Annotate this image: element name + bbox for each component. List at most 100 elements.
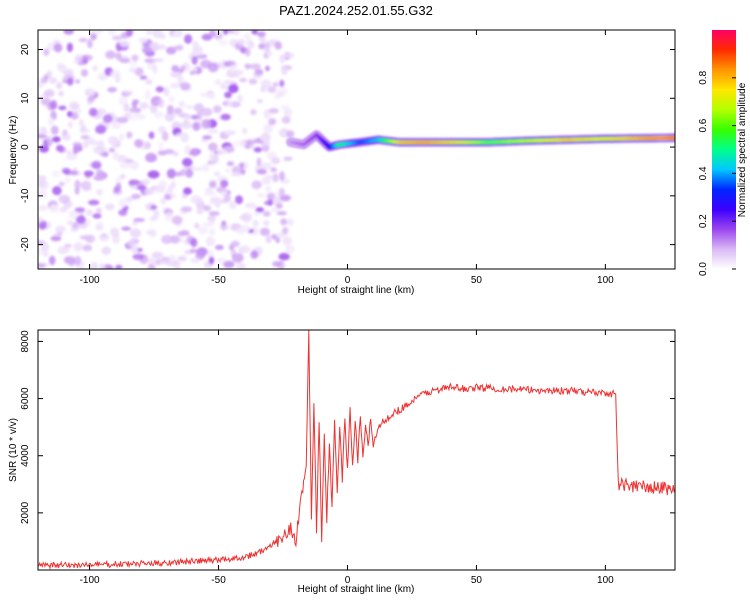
y-tick-label: 0 [20, 144, 31, 150]
noise-blob [78, 38, 88, 43]
noise-blob [283, 108, 293, 118]
noise-blob [223, 80, 236, 85]
noise-blob [184, 34, 193, 44]
noise-blob [260, 132, 271, 143]
noise-blob [200, 92, 210, 98]
noise-blob [166, 104, 174, 115]
noise-blob [172, 31, 181, 38]
noise-blob [223, 194, 231, 203]
noise-blob [172, 151, 179, 157]
noise-blob [52, 186, 62, 196]
noise-blob [65, 150, 72, 155]
noise-blob [150, 205, 158, 210]
noise-blob [220, 113, 231, 121]
noise-blob [129, 228, 142, 238]
noise-blob [230, 171, 242, 177]
noise-blob [184, 145, 192, 155]
noise-blob [66, 153, 78, 161]
noise-blob [193, 103, 204, 112]
noise-blob [189, 70, 195, 76]
noise-blob [275, 232, 282, 239]
noise-blob [110, 227, 120, 237]
noise-blob [244, 202, 257, 209]
noise-blob [161, 131, 169, 142]
noise-blob [182, 114, 193, 120]
noise-blob [80, 180, 92, 190]
noise-blob [133, 218, 146, 222]
noise-blob [264, 42, 271, 53]
noise-blob [80, 124, 87, 133]
noise-blob [87, 96, 95, 102]
noise-blob [145, 30, 154, 35]
noise-blob [208, 142, 218, 152]
noise-blob [62, 134, 72, 141]
noise-blob [73, 242, 84, 252]
noise-blob [263, 123, 274, 134]
noise-blob [282, 226, 288, 235]
noise-blob [242, 127, 248, 135]
noise-blob [170, 235, 180, 244]
noise-blob [256, 31, 266, 38]
noise-blob [268, 118, 277, 126]
noise-blob [278, 129, 286, 136]
noise-blob [196, 199, 203, 205]
x-tick-label: 100 [597, 575, 614, 586]
y-tick-label: 2000 [20, 501, 31, 524]
noise-blob [151, 58, 164, 63]
noise-blob [169, 82, 180, 89]
noise-blob [92, 65, 98, 72]
noise-blob [214, 79, 221, 85]
noise-blob [272, 261, 282, 267]
x-tick-label: 100 [597, 275, 614, 286]
colorbar-tick-label: 0.6 [698, 118, 709, 132]
noise-blob [116, 182, 122, 192]
noise-blob [198, 226, 208, 235]
noise-blob [132, 253, 145, 260]
noise-blob [152, 97, 161, 106]
noise-blob [268, 108, 279, 114]
noise-blob [139, 75, 148, 80]
noise-blob [231, 30, 240, 35]
colorbar-gradient [712, 30, 736, 269]
noise-blob [138, 37, 148, 43]
noise-blob [183, 187, 192, 195]
noise-blob [196, 207, 204, 215]
colorbar: 0.0 0.2 0.4 0.6 0.8 Normalized spectral ampl… [698, 30, 748, 276]
noise-blob [119, 133, 125, 141]
noise-blob [267, 86, 277, 93]
noise-blob [213, 171, 221, 177]
noise-blob [251, 30, 258, 35]
noise-blob [216, 257, 227, 265]
noise-blob [286, 244, 292, 255]
colorbar-tick-label: 0.8 [698, 70, 709, 84]
noise-blob [67, 121, 73, 129]
noise-blob [229, 63, 237, 74]
spectrogram-y-ticks: -20 -10 0 10 20 [20, 44, 675, 252]
noise-blob [96, 188, 103, 196]
noise-blob [182, 157, 193, 167]
snr-frame [37, 329, 676, 571]
noise-blob [213, 105, 222, 114]
noise-blob [283, 156, 293, 162]
noise-blob [64, 177, 71, 184]
noise-blob [86, 209, 93, 216]
spectrogram-noise-blobs [38, 30, 296, 269]
noise-blob [41, 98, 52, 106]
noise-blob [279, 79, 285, 88]
noise-blob [116, 116, 128, 124]
noise-blob [72, 148, 79, 155]
noise-blob [263, 220, 270, 227]
spectrogram-frame [37, 29, 676, 270]
noise-blob [218, 39, 228, 46]
noise-blob [118, 209, 128, 217]
noise-blob [90, 261, 98, 269]
noise-blob [43, 48, 50, 56]
y-tick-label: 6000 [20, 387, 31, 410]
colorbar-tick-label: 0.4 [698, 166, 709, 180]
noise-blob [129, 160, 139, 170]
noise-blob [74, 179, 81, 190]
noise-blob [41, 242, 50, 252]
noise-blob [166, 168, 176, 179]
noise-blob [128, 59, 138, 67]
noise-blob [58, 105, 67, 111]
